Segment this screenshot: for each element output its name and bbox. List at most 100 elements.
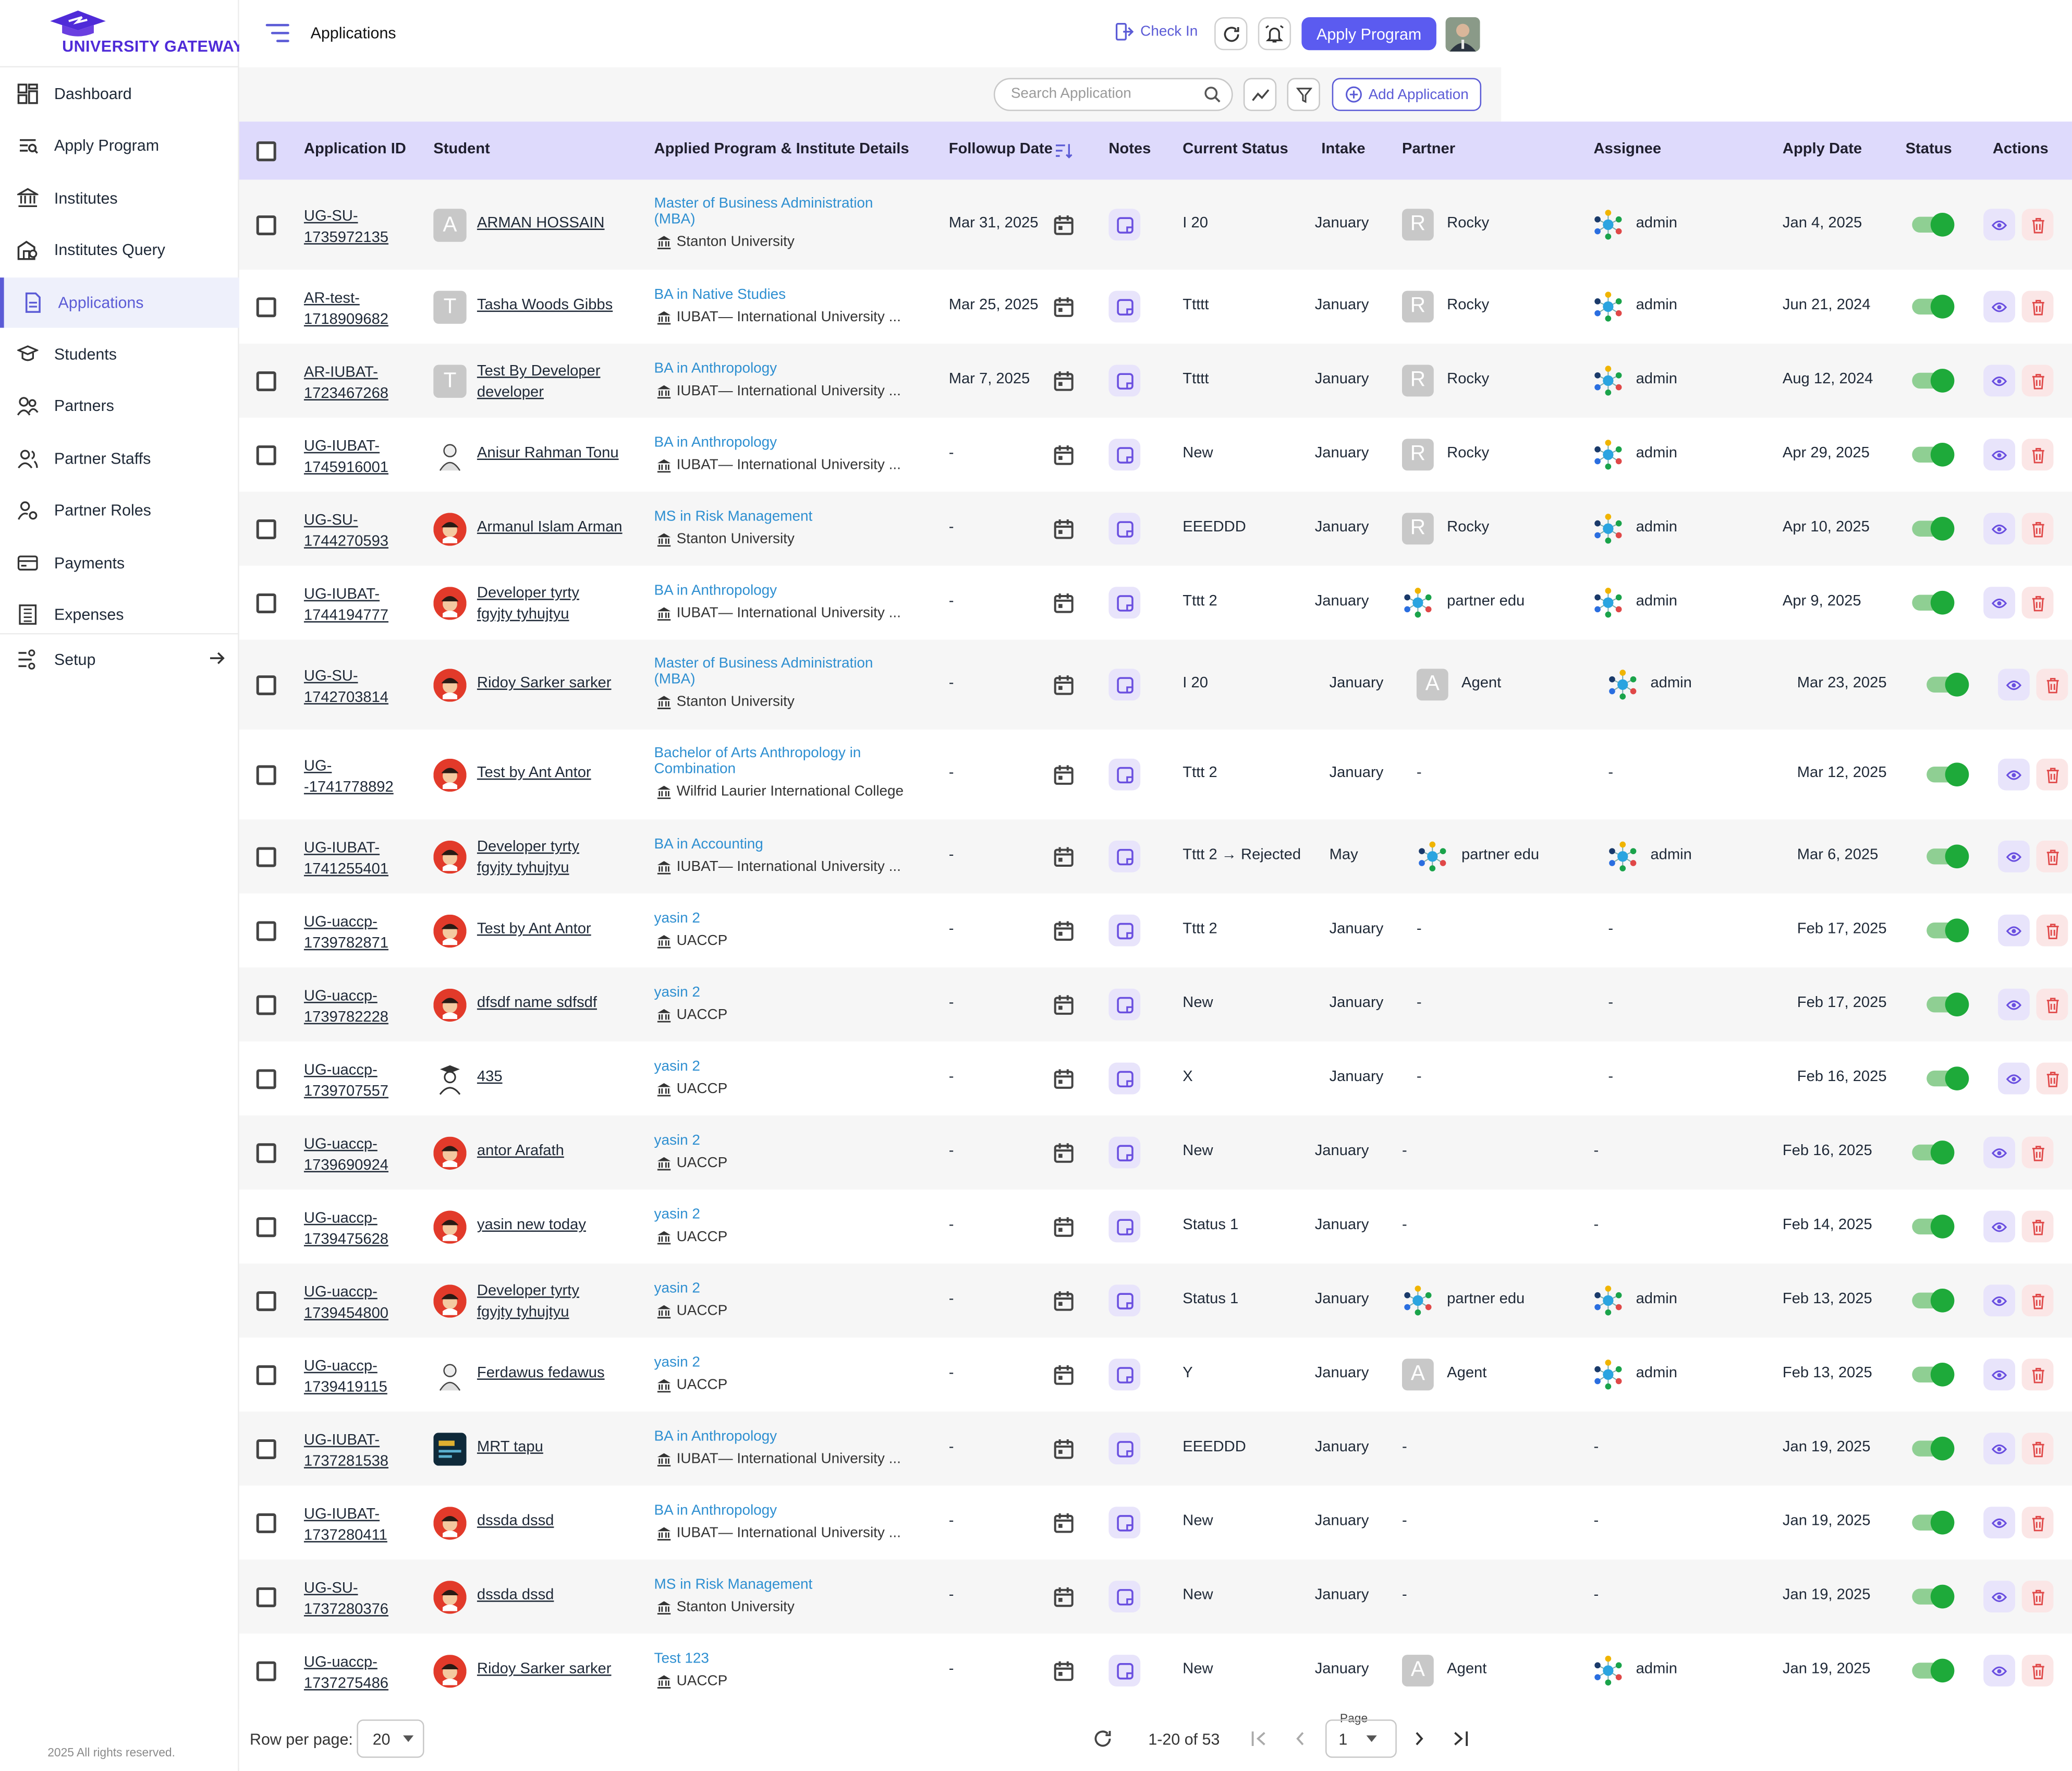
followup-calendar-button[interactable] bbox=[1053, 518, 1075, 543]
view-button[interactable] bbox=[1998, 758, 2030, 791]
application-id-link[interactable]: UG-uaccp- 1737275486 bbox=[303, 1655, 389, 1692]
followup-calendar-button[interactable] bbox=[1053, 1142, 1075, 1167]
calendar-icon[interactable] bbox=[1053, 1438, 1075, 1459]
delete-button[interactable] bbox=[2036, 669, 2068, 701]
followup-calendar-button[interactable] bbox=[1053, 846, 1075, 871]
application-id-link[interactable]: UG-SU- 1744270593 bbox=[303, 513, 389, 550]
followup-calendar-button[interactable] bbox=[1053, 444, 1075, 469]
application-id-link[interactable]: UG- -1741778892 bbox=[303, 758, 394, 796]
search-icon[interactable] bbox=[1204, 86, 1221, 103]
row-checkbox[interactable] bbox=[256, 1069, 276, 1089]
calendar-icon[interactable] bbox=[1053, 674, 1075, 696]
table-row[interactable]: UG-SU- 1737280376 dssda dssd MS in Risk Man… bbox=[239, 1559, 2072, 1634]
program-link[interactable]: BA in Anthropology bbox=[654, 1502, 777, 1519]
column-header-student[interactable]: Student bbox=[433, 141, 490, 157]
application-id-link[interactable]: UG-IUBAT- 1741255401 bbox=[303, 840, 389, 878]
delete-button[interactable] bbox=[2021, 1507, 2054, 1539]
program-link[interactable]: Master of Business Administration (MBA) bbox=[654, 196, 873, 227]
followup-calendar-button[interactable] bbox=[1053, 214, 1075, 239]
application-id-link[interactable]: UG-uaccp- 1739690924 bbox=[303, 1136, 389, 1174]
row-checkbox[interactable] bbox=[256, 1365, 276, 1386]
student-name-link[interactable]: Armanul Islam Arman bbox=[477, 519, 623, 536]
row-checkbox[interactable] bbox=[256, 1661, 276, 1681]
student-name-link[interactable]: Ferdawus fedawus bbox=[477, 1365, 605, 1381]
sidebar-item-students[interactable]: Students bbox=[0, 329, 239, 379]
search-box[interactable] bbox=[993, 78, 1233, 111]
notifications-button[interactable] bbox=[1258, 17, 1291, 51]
row-checkbox[interactable] bbox=[256, 445, 276, 466]
notes-button[interactable] bbox=[1108, 1358, 1141, 1391]
followup-calendar-button[interactable] bbox=[1053, 1216, 1075, 1241]
sidebar-item-applications[interactable]: Applications bbox=[0, 277, 239, 328]
delete-button[interactable] bbox=[2021, 439, 2054, 471]
column-header-program[interactable]: Applied Program & Institute Details bbox=[654, 141, 909, 157]
sidebar-item-payments[interactable]: Payments bbox=[0, 538, 239, 588]
brand-logo[interactable]: UNIVERSITY GATEWAY bbox=[0, 0, 243, 68]
followup-calendar-button[interactable] bbox=[1053, 296, 1075, 321]
status-toggle[interactable] bbox=[1927, 844, 1969, 869]
row-checkbox[interactable] bbox=[256, 847, 276, 867]
status-toggle[interactable] bbox=[1912, 590, 1955, 615]
sidebar-item-apply-program[interactable]: Apply Program bbox=[0, 120, 239, 171]
notes-button[interactable] bbox=[1108, 1062, 1141, 1095]
row-checkbox[interactable] bbox=[256, 995, 276, 1015]
table-row[interactable]: UG-uaccp- 1739690924 antor Arafath yasin 2 U… bbox=[239, 1115, 2072, 1190]
table-row[interactable]: UG-uaccp- 1737275486 Ridoy Sarker sarker Te… bbox=[239, 1634, 2072, 1708]
status-toggle[interactable] bbox=[1912, 1141, 1955, 1165]
row-checkbox[interactable] bbox=[256, 921, 276, 941]
calendar-icon[interactable] bbox=[1053, 846, 1075, 867]
notes-button[interactable] bbox=[1108, 669, 1141, 701]
row-checkbox[interactable] bbox=[256, 215, 276, 236]
status-toggle[interactable] bbox=[1927, 673, 1969, 697]
analytics-button[interactable] bbox=[1243, 78, 1277, 111]
program-link[interactable]: BA in Anthropology bbox=[654, 360, 777, 377]
notes-button[interactable] bbox=[1108, 758, 1141, 791]
column-header-application-id[interactable]: Application ID bbox=[303, 141, 406, 157]
check-in-button[interactable]: Check In bbox=[1115, 22, 1198, 41]
notes-button[interactable] bbox=[1108, 1655, 1141, 1687]
notes-button[interactable] bbox=[1108, 290, 1141, 323]
column-header-assignee[interactable]: Assignee bbox=[1593, 141, 1662, 157]
row-checkbox[interactable] bbox=[256, 593, 276, 613]
status-toggle[interactable] bbox=[1912, 1289, 1955, 1313]
student-name-link[interactable]: Ridoy Sarker sarker bbox=[477, 1661, 612, 1678]
student-name-link[interactable]: yasin new today bbox=[477, 1217, 586, 1233]
sidebar-item-partner-staffs[interactable]: Partner Staffs bbox=[0, 433, 239, 483]
calendar-icon[interactable] bbox=[1053, 296, 1075, 318]
status-toggle[interactable] bbox=[1912, 443, 1955, 467]
program-link[interactable]: BA in Anthropology bbox=[654, 583, 777, 599]
view-button[interactable] bbox=[1983, 1284, 2015, 1317]
row-checkbox[interactable] bbox=[256, 765, 276, 785]
notes-button[interactable] bbox=[1108, 1581, 1141, 1612]
delete-button[interactable] bbox=[2021, 1581, 2054, 1612]
calendar-icon[interactable] bbox=[1053, 1142, 1075, 1163]
view-button[interactable] bbox=[1983, 439, 2015, 471]
status-toggle[interactable] bbox=[1912, 1510, 1955, 1535]
status-toggle[interactable] bbox=[1912, 1584, 1955, 1609]
notes-button[interactable] bbox=[1108, 1507, 1141, 1539]
student-name-link[interactable]: Tasha Woods Gibbs bbox=[477, 297, 613, 313]
delete-button[interactable] bbox=[2036, 840, 2068, 872]
table-row[interactable]: UG-IUBAT- 1737281538 MRT tapu BA in Anthrop… bbox=[239, 1411, 2072, 1486]
view-button[interactable] bbox=[1983, 209, 2015, 241]
column-header-followup-date[interactable]: Followup Date bbox=[948, 141, 1053, 157]
status-toggle[interactable] bbox=[1927, 762, 1969, 786]
calendar-icon[interactable] bbox=[1053, 920, 1075, 941]
status-toggle[interactable] bbox=[1912, 213, 1955, 237]
table-row[interactable]: AR-IUBAT- 1723467268 T Test By Developer dev… bbox=[239, 343, 2072, 418]
page-select[interactable]: 1 bbox=[1325, 1719, 1397, 1758]
application-id-link[interactable]: UG-IUBAT- 1744194777 bbox=[303, 587, 389, 624]
followup-calendar-button[interactable] bbox=[1053, 592, 1075, 617]
calendar-icon[interactable] bbox=[1053, 592, 1075, 613]
followup-calendar-button[interactable] bbox=[1053, 994, 1075, 1019]
notes-button[interactable] bbox=[1108, 840, 1141, 872]
student-name-link[interactable]: dfsdf name sdfsdf bbox=[477, 995, 597, 1011]
notes-button[interactable] bbox=[1108, 365, 1141, 397]
view-button[interactable] bbox=[1998, 669, 2030, 701]
student-name-link[interactable]: dssda dssd bbox=[477, 1513, 554, 1530]
status-toggle[interactable] bbox=[1912, 1215, 1955, 1239]
sidebar-item-dashboard[interactable]: Dashboard bbox=[0, 69, 239, 119]
status-toggle[interactable] bbox=[1912, 369, 1955, 393]
application-id-link[interactable]: UG-uaccp- 1739454800 bbox=[303, 1284, 389, 1322]
student-name-link[interactable]: MRT tapu bbox=[477, 1439, 543, 1455]
